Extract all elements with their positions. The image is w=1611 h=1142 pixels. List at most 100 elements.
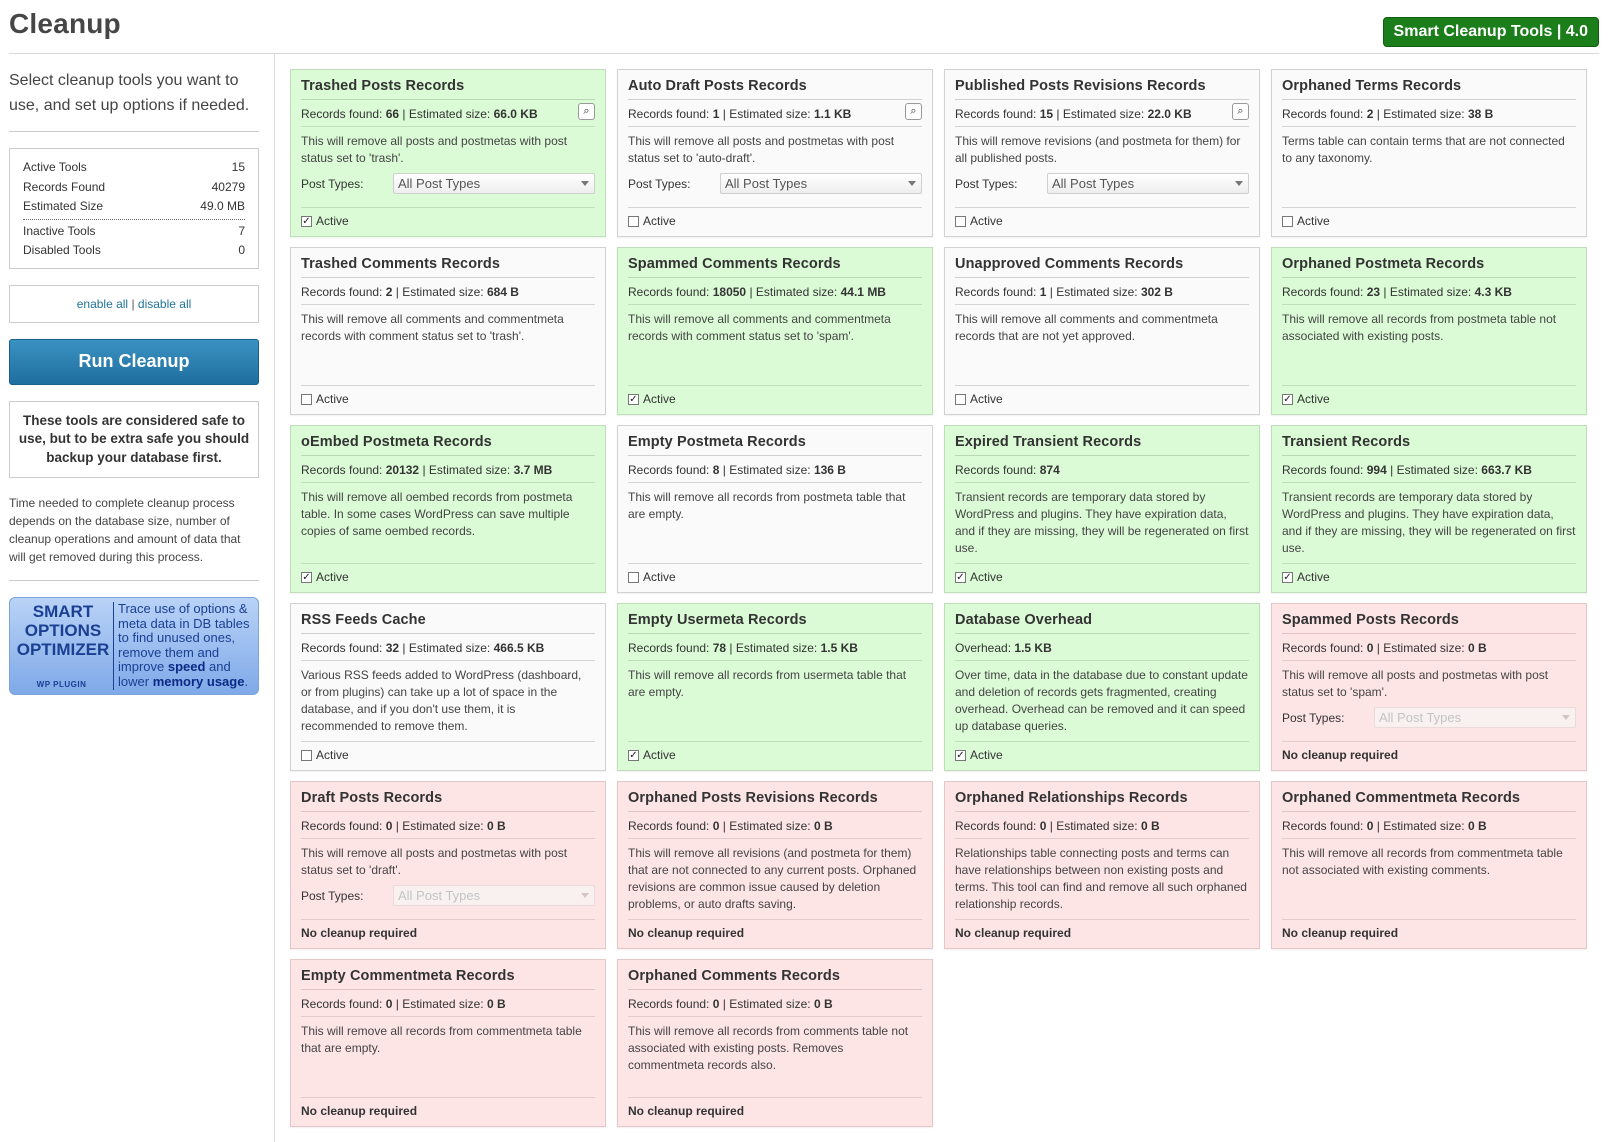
tool-title: Orphaned Relationships Records xyxy=(955,789,1249,812)
tool-card: Transient Records Records found: 994 | Es… xyxy=(1271,425,1587,593)
records-found-label: Records found: xyxy=(1282,819,1364,833)
search-icon[interactable]: ⌕ xyxy=(578,103,595,120)
post-types-select[interactable]: All Post Types xyxy=(393,173,595,194)
tool-title: Orphaned Comments Records xyxy=(628,967,922,990)
chevron-down-icon xyxy=(581,181,589,186)
active-label: Active xyxy=(970,570,1003,584)
records-found-label: Records found: xyxy=(628,107,710,121)
estimated-size-label: Estimated size: xyxy=(1062,107,1145,121)
estimated-size-label: Estimated size: xyxy=(729,463,811,477)
records-found-value: 32 xyxy=(385,641,400,655)
records-found-value: 20132 xyxy=(385,463,420,477)
estimated-size-label: Estimated size: xyxy=(1396,463,1478,477)
active-checkbox[interactable]: ✓ xyxy=(301,572,312,583)
estimated-size-label: Estimated size: xyxy=(1383,819,1465,833)
active-checkbox[interactable]: ✓ xyxy=(1282,572,1293,583)
tool-title: Orphaned Terms Records xyxy=(1282,77,1576,100)
records-found-label: Records found: xyxy=(628,285,710,299)
records-found-value: 0 xyxy=(385,997,393,1011)
promo-text-part: and lower xyxy=(118,659,231,689)
tool-stats: Records found: 18050 | Estimated size: 4… xyxy=(628,278,922,305)
stat-value: 15 xyxy=(231,160,245,174)
estimated-size-label: Estimated size: xyxy=(408,107,491,121)
tool-card: oEmbed Postmeta Records Records found: 20… xyxy=(290,425,606,593)
tool-stats: Records found: 0 | Estimated size: 0 B xyxy=(628,812,922,839)
search-icon[interactable]: ⌕ xyxy=(1232,103,1249,120)
records-found-value: 0 xyxy=(712,819,720,833)
active-checkbox[interactable] xyxy=(628,572,639,583)
no-cleanup-status: No cleanup required xyxy=(628,926,745,940)
active-checkbox[interactable]: ✓ xyxy=(628,394,639,405)
active-checkbox[interactable]: ✓ xyxy=(955,572,966,583)
tool-footer: Active xyxy=(301,385,595,407)
active-checkbox[interactable] xyxy=(955,216,966,227)
tool-description: This will remove all comments and commen… xyxy=(301,312,564,343)
estimated-size-value: 0 B xyxy=(1467,641,1487,655)
tool-description: This will remove all records from postme… xyxy=(628,490,906,521)
active-checkbox[interactable] xyxy=(301,750,312,761)
active-checkbox[interactable]: ✓ xyxy=(628,750,639,761)
stat-estimated-size: Estimated Size 49.0 MB xyxy=(23,197,245,217)
active-checkbox[interactable]: ✓ xyxy=(955,750,966,761)
post-types-select[interactable]: All Post Types xyxy=(720,173,922,194)
tool-description: Various RSS feeds added to WordPress (da… xyxy=(301,668,582,733)
disable-all-link[interactable]: disable all xyxy=(137,296,192,311)
active-label: Active xyxy=(316,570,349,584)
tool-title: Spammed Comments Records xyxy=(628,255,922,278)
smart-options-optimizer-banner[interactable]: SMART OPTIONS OPTIMIZER WP PLUGIN Trace … xyxy=(9,597,259,695)
estimated-size-value: 684 B xyxy=(486,285,519,299)
search-icon[interactable]: ⌕ xyxy=(905,103,922,120)
active-label: Active xyxy=(1297,392,1330,406)
estimated-size-value: 1.1 KB xyxy=(813,107,852,121)
estimated-size-value: 3.7 MB xyxy=(513,463,553,477)
records-found-label: Records found: xyxy=(301,997,383,1011)
active-checkbox[interactable]: ✓ xyxy=(301,216,312,227)
tool-stats: Records found: 1 | Estimated size: 302 B xyxy=(955,278,1249,305)
enable-all-link[interactable]: enable all xyxy=(76,296,129,311)
active-checkbox[interactable] xyxy=(301,394,312,405)
tool-card: RSS Feeds Cache Records found: 32 | Estim… xyxy=(290,603,606,771)
tool-stats: Records found: 0 | Estimated size: 0 B xyxy=(628,990,922,1017)
active-checkbox[interactable] xyxy=(1282,216,1293,227)
tool-description: This will remove all records from commen… xyxy=(628,1024,909,1072)
records-found-label: Records found: xyxy=(628,463,710,477)
tool-stats: Records found: 15 | Estimated size: 22.0… xyxy=(955,100,1249,127)
records-found-label: Records found: xyxy=(1282,285,1364,299)
tool-stats: Records found: 23 | Estimated size: 4.3 … xyxy=(1282,278,1576,305)
post-types-label: Post Types: xyxy=(1282,710,1345,725)
records-found-label: Records found: xyxy=(1282,107,1364,121)
tool-title: Orphaned Posts Revisions Records xyxy=(628,789,922,812)
estimated-size-label: Estimated size: xyxy=(1056,285,1138,299)
tool-footer: Active xyxy=(301,741,595,763)
tool-card: Unapproved Comments Records Records found… xyxy=(944,247,1260,415)
records-found-value: 0 xyxy=(712,997,720,1011)
post-types-value: All Post Types xyxy=(1052,176,1135,191)
tool-card: Orphaned Comments Records Records found: … xyxy=(617,959,933,1127)
tool-title: Unapproved Comments Records xyxy=(955,255,1249,278)
active-checkbox[interactable]: ✓ xyxy=(1282,394,1293,405)
sidebar-divider xyxy=(274,54,275,1142)
tool-card: Database Overhead Overhead: 1.5 KB Over ti… xyxy=(944,603,1260,771)
stat-value: 7 xyxy=(238,223,245,238)
estimated-size-value: 0 B xyxy=(1467,819,1487,833)
tool-stats: Records found: 20132 | Estimated size: 3… xyxy=(301,456,595,483)
tool-title: RSS Feeds Cache xyxy=(301,611,595,634)
estimated-size-value: 66.0 KB xyxy=(493,107,538,121)
records-found-value: 15 xyxy=(1039,107,1054,121)
estimated-size-value: 44.1 MB xyxy=(840,285,886,299)
stats-box: Active Tools 15 Records Found 40279 Esti… xyxy=(9,148,259,269)
tool-card: Expired Transient Records Records found: … xyxy=(944,425,1260,593)
records-found-label: Records found: xyxy=(955,819,1037,833)
records-found-value: 78 xyxy=(712,641,727,655)
run-cleanup-button[interactable]: Run Cleanup xyxy=(9,338,259,385)
tool-stats: Records found: 0 | Estimated size: 0 B xyxy=(1282,634,1576,661)
tool-card: Draft Posts Records Records found: 0 | Es… xyxy=(290,781,606,949)
active-checkbox[interactable] xyxy=(955,394,966,405)
overhead-value: 1.5 KB xyxy=(1014,641,1052,655)
active-checkbox[interactable] xyxy=(628,216,639,227)
post-types-value: All Post Types xyxy=(398,176,481,191)
stat-label: Estimated Size xyxy=(23,199,104,213)
sidebar-rule xyxy=(9,131,259,132)
post-types-select[interactable]: All Post Types xyxy=(1047,173,1249,194)
estimated-size-value: 4.3 KB xyxy=(1474,285,1512,299)
